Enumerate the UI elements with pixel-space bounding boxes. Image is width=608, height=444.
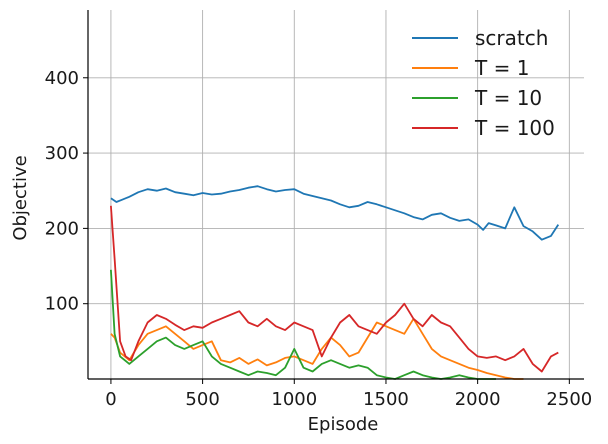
y-tick-label: 300: [45, 143, 79, 164]
x-tick-label: 1500: [363, 389, 409, 410]
y-tick-label: 200: [45, 218, 79, 239]
y-tick-label: 100: [45, 294, 79, 315]
legend-label: T = 1: [474, 56, 529, 80]
series-line: [110, 317, 524, 380]
axes: [87, 10, 584, 380]
legend-label: scratch: [475, 26, 548, 50]
legend-label: T = 100: [474, 116, 555, 140]
series-line: [110, 205, 559, 373]
series-line: [110, 185, 560, 241]
y-axis-label: Objective: [10, 155, 31, 240]
legend: scratch T = 1 T = 10 T = 100: [412, 26, 555, 140]
x-tick-label: 2500: [546, 389, 592, 410]
legend-label: T = 10: [474, 86, 542, 110]
y-tick-label: 400: [45, 68, 79, 89]
x-tick-label: 500: [185, 389, 219, 410]
x-tick-label: 0: [105, 389, 116, 410]
series-layer: [110, 185, 560, 380]
x-axis-label: Episode: [308, 414, 379, 435]
series-line: [110, 269, 496, 380]
x-tick-label: 1000: [271, 389, 317, 410]
grid: [88, 10, 584, 379]
x-tick-label: 2000: [455, 389, 501, 410]
ticks: 0 500 1000 1500 2000 2500 100 200 300 400: [45, 68, 593, 410]
